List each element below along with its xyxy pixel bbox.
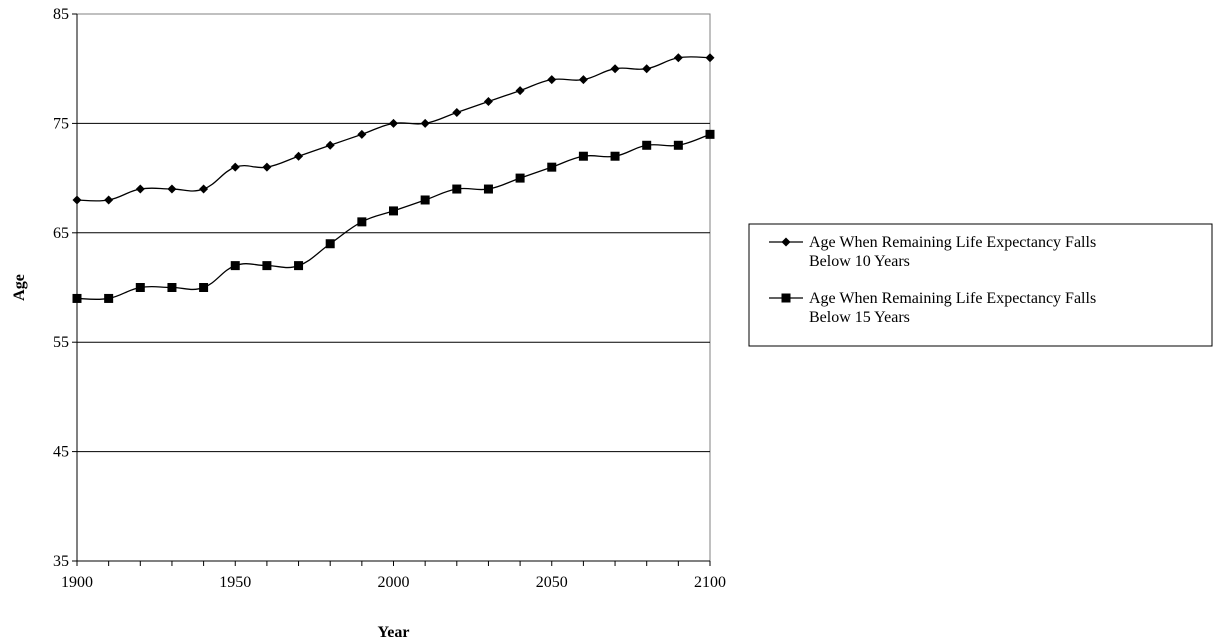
x-tick-label: 2100: [694, 574, 726, 591]
square-marker: [452, 184, 462, 194]
legend-label: Age When Remaining Life Expectancy Falls: [809, 290, 1096, 307]
square-marker: [294, 261, 304, 271]
legend: Age When Remaining Life Expectancy Falls…: [748, 223, 1213, 347]
diamond-marker: [578, 75, 588, 85]
legend-item-1: Age When Remaining Life Expectancy Falls…: [769, 234, 1096, 270]
legend-diamond-icon: [781, 237, 791, 247]
square-marker: [578, 151, 588, 161]
diamond-marker: [325, 140, 335, 150]
square-marker: [325, 239, 335, 249]
diamond-marker: [294, 151, 304, 161]
square-marker: [483, 184, 493, 194]
legend-label: Age When Remaining Life Expectancy Falls: [809, 234, 1096, 251]
y-tick-label: 55: [53, 334, 69, 351]
x-tick-label: 2000: [378, 574, 410, 591]
series-1-line: [76, 56, 711, 202]
legend-label: Below 10 Years: [809, 253, 910, 270]
diamond-marker: [389, 118, 398, 128]
y-axis-title: Age: [11, 274, 28, 301]
square-marker: [420, 195, 430, 205]
square-marker: [642, 140, 652, 150]
legend-square-icon: [781, 293, 791, 303]
diamond-marker: [610, 64, 620, 74]
square-marker: [104, 293, 114, 303]
diamond-marker: [452, 107, 462, 117]
diamond-marker: [515, 86, 525, 96]
square-marker: [389, 206, 398, 216]
diamond-marker: [673, 53, 683, 63]
square-marker: [135, 283, 145, 292]
square-marker: [705, 129, 715, 139]
diamond-marker: [705, 53, 715, 63]
series-1: [72, 53, 715, 205]
square-marker: [262, 261, 272, 271]
x-tick-label: 2050: [536, 574, 568, 591]
series-2: [72, 129, 715, 303]
x-axis-title: Year: [378, 624, 410, 641]
x-tick-label: 1900: [61, 574, 93, 591]
diamond-marker: [199, 184, 209, 194]
square-marker: [673, 140, 683, 150]
diamond-marker: [642, 64, 652, 74]
diamond-marker: [357, 129, 367, 139]
diamond-marker: [135, 184, 145, 194]
legend-box: [748, 223, 1213, 347]
square-marker: [199, 283, 209, 292]
y-tick-label: 75: [53, 115, 69, 132]
series-lines: [72, 53, 715, 303]
diamond-marker: [483, 97, 493, 107]
y-tick-label: 35: [53, 553, 69, 570]
square-marker: [230, 261, 240, 271]
diamond-marker: [420, 118, 430, 128]
y-tick-label: 85: [53, 6, 69, 23]
diamond-marker: [547, 75, 557, 85]
axes: 35 45 55 65 75 85 1900 1950 2000 2050 2100: [53, 6, 726, 591]
square-marker: [357, 217, 367, 227]
legend-label: Below 15 Years: [809, 309, 910, 326]
x-tick-label: 1950: [219, 574, 251, 591]
diamond-marker: [104, 195, 114, 205]
legend-item-2: Age When Remaining Life Expectancy Falls…: [769, 290, 1096, 326]
diamond-marker: [167, 184, 177, 194]
square-marker: [515, 173, 525, 183]
square-marker: [167, 283, 177, 292]
square-marker: [547, 162, 557, 172]
y-tick-label: 65: [53, 225, 69, 242]
square-marker: [610, 151, 620, 161]
y-tick-label: 45: [53, 444, 69, 461]
diamond-marker: [230, 162, 240, 172]
diamond-marker: [262, 162, 272, 172]
